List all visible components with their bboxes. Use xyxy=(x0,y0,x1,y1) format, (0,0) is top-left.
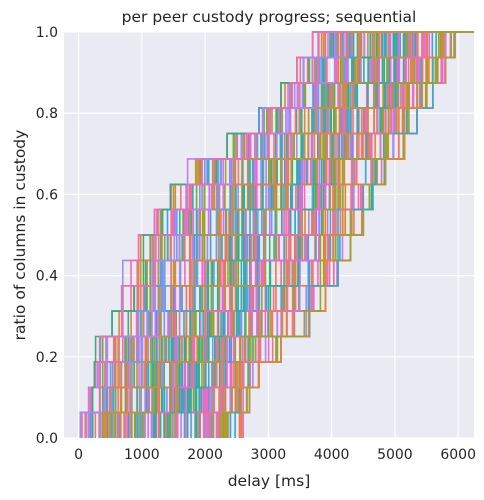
series-lines xyxy=(79,31,474,438)
x-tick-label: 2000 xyxy=(187,447,223,463)
series-line xyxy=(105,31,474,438)
y-tick-label: 0.2 xyxy=(36,350,58,366)
y-tick-label: 0.6 xyxy=(36,187,58,203)
series-line xyxy=(184,31,474,438)
y-tick-labels: 0.0 0.2 0.4 0.6 0.8 1.0 xyxy=(36,25,58,447)
y-axis-label: ratio of columns in custody xyxy=(11,130,29,341)
x-axis-label: delay [ms] xyxy=(228,472,311,490)
x-tick-labels: 0 1000 2000 3000 4000 5000 6000 xyxy=(74,447,476,463)
y-tick-label: 1.0 xyxy=(36,25,58,41)
x-tick-label: 6000 xyxy=(440,447,476,463)
series-line xyxy=(211,31,474,438)
x-tick-label: 0 xyxy=(74,447,83,463)
series-line xyxy=(226,31,474,438)
y-tick-label: 0.4 xyxy=(36,269,58,285)
x-tick-label: 3000 xyxy=(251,447,287,463)
x-tick-label: 1000 xyxy=(124,447,160,463)
x-tick-label: 5000 xyxy=(377,447,413,463)
y-tick-label: 0.8 xyxy=(36,106,58,122)
chart-title: per peer custody progress; sequential xyxy=(122,8,417,26)
x-tick-label: 4000 xyxy=(314,447,350,463)
series-line xyxy=(209,31,474,438)
series-line xyxy=(174,31,474,438)
series-line xyxy=(91,31,474,438)
y-tick-label: 0.0 xyxy=(36,431,58,447)
series-line xyxy=(102,31,474,438)
series-line xyxy=(98,31,474,438)
series-line xyxy=(234,31,474,438)
